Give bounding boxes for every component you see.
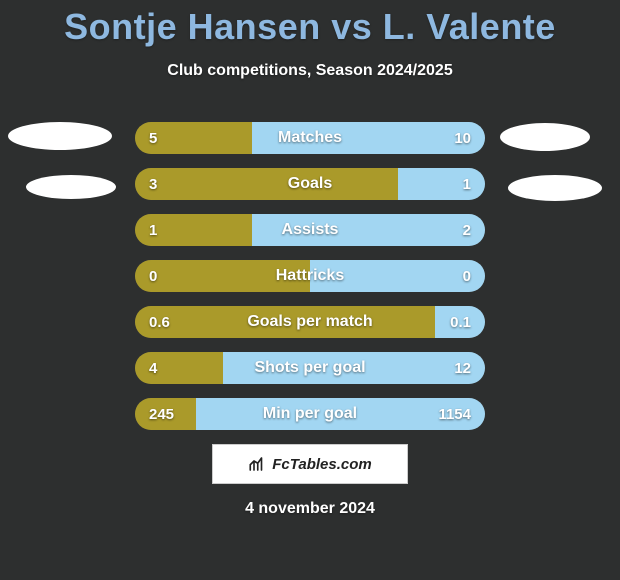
- stats-bars: Matches510Goals31Assists12Hattricks00Goa…: [135, 122, 485, 444]
- stat-label: Shots per goal: [135, 352, 485, 384]
- credit-badge: FcTables.com: [212, 444, 408, 484]
- stat-label: Hattricks: [135, 260, 485, 292]
- stat-row: Min per goal245 1154: [135, 398, 485, 430]
- stat-value-left: 245: [149, 398, 174, 430]
- stat-label: Goals: [135, 168, 485, 200]
- player-badge-ellipse: [8, 122, 112, 150]
- stat-value-left: 3: [149, 168, 157, 200]
- stat-row: Goals per match0.6 0.1: [135, 306, 485, 338]
- comparison-title: Sontje Hansen vs L. Valente: [0, 0, 620, 48]
- player-badge-ellipse: [500, 123, 590, 151]
- stat-value-left: 0.6: [149, 306, 170, 338]
- stat-label: Assists: [135, 214, 485, 246]
- stat-value-right: 1154: [438, 398, 471, 430]
- stat-value-left: 4: [149, 352, 157, 384]
- stat-label: Matches: [135, 122, 485, 154]
- stat-row: Shots per goal4 12: [135, 352, 485, 384]
- player-badge-ellipse: [508, 175, 602, 201]
- stat-label: Goals per match: [135, 306, 485, 338]
- stat-value-right: 2: [463, 214, 471, 246]
- chart-icon: [248, 455, 266, 473]
- stat-row: Goals3 1: [135, 168, 485, 200]
- stat-row: Assists1 2: [135, 214, 485, 246]
- comparison-subtitle: Club competitions, Season 2024/2025: [0, 62, 620, 80]
- stat-value-right: 10: [454, 122, 471, 154]
- stat-value-left: 0: [149, 260, 157, 292]
- stat-value-right: 0.1: [450, 306, 471, 338]
- stat-label: Min per goal: [135, 398, 485, 430]
- stat-value-left: 1: [149, 214, 157, 246]
- stat-row: Hattricks0 0: [135, 260, 485, 292]
- stat-value-right: 0: [463, 260, 471, 292]
- stat-value-right: 1: [463, 168, 471, 200]
- stat-value-left: 5: [149, 122, 157, 154]
- comparison-date: 4 november 2024: [0, 500, 620, 518]
- player-badge-ellipse: [26, 175, 116, 199]
- stat-row: Matches5 10: [135, 122, 485, 154]
- credit-text: FcTables.com: [272, 456, 371, 473]
- stat-value-right: 12: [454, 352, 471, 384]
